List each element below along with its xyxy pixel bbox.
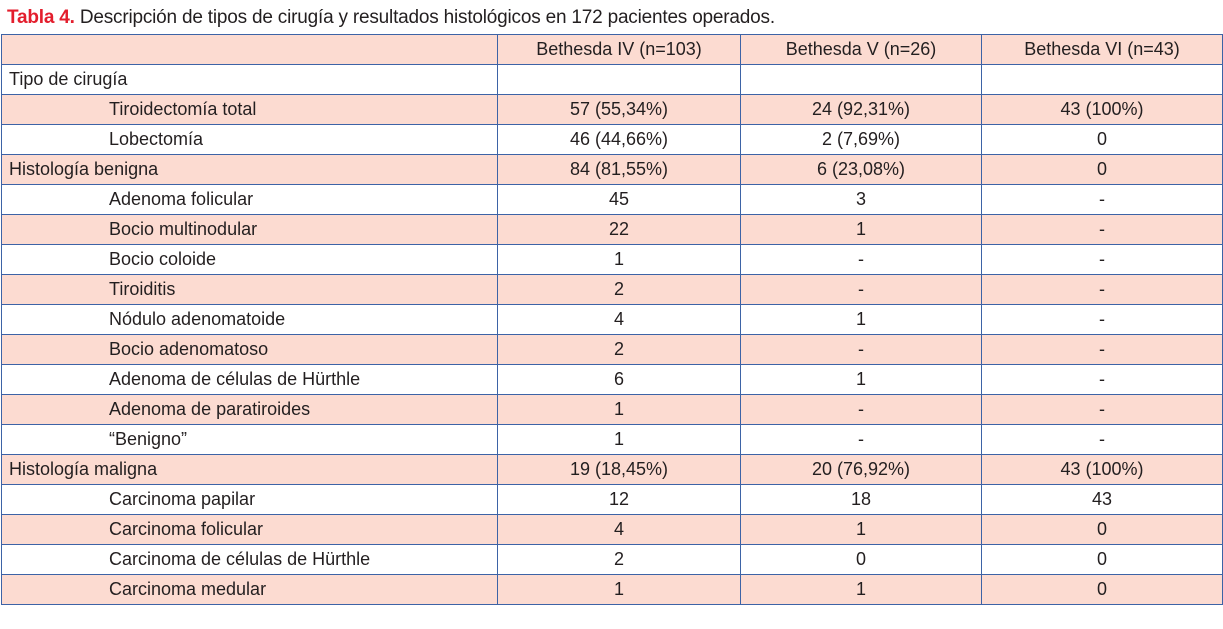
table-row: Adenoma folicular 45 3- bbox=[1, 184, 1223, 215]
cell-bethesda-v: 1 bbox=[740, 514, 982, 545]
cell-bethesda-iv: 1 bbox=[497, 244, 741, 275]
cell-bethesda-iv: 2 bbox=[497, 544, 741, 575]
cell-bethesda-v: - bbox=[740, 274, 982, 305]
subcategory-label: Carcinoma folicular bbox=[1, 514, 498, 545]
subcategory-label: Adenoma folicular bbox=[1, 184, 498, 215]
cell-bethesda-iv: 45 bbox=[497, 184, 741, 215]
table-row: Bocio adenomatoso 2- - bbox=[1, 334, 1223, 365]
table-row: Tiroidectomía total 57 (55,34%) 24 (92,31%… bbox=[1, 94, 1223, 125]
table-row: Bocio coloide 1- - bbox=[1, 244, 1223, 275]
cell-bethesda-vi: 0 bbox=[981, 124, 1223, 155]
cell-bethesda-vi: - bbox=[981, 214, 1223, 245]
cell-bethesda-iv: 19 (18,45%) bbox=[497, 454, 741, 485]
subcategory-label: Bocio coloide bbox=[1, 244, 498, 275]
category-label: Tipo de cirugía bbox=[1, 64, 498, 95]
subcategory-label: Tiroidectomía total bbox=[1, 94, 498, 125]
cell-bethesda-v: 0 bbox=[740, 544, 982, 575]
cell-bethesda-vi: - bbox=[981, 394, 1223, 425]
cell-bethesda-v: 3 bbox=[740, 184, 982, 215]
subcategory-label: Carcinoma papilar bbox=[1, 484, 498, 515]
cell-bethesda-iv: 57 (55,34%) bbox=[497, 94, 741, 125]
subcategory-label: Tiroiditis bbox=[1, 274, 498, 305]
table-row: Tipo de cirugía bbox=[1, 64, 1223, 95]
table-caption: Tabla 4. Descripción de tipos de cirugía… bbox=[7, 6, 775, 30]
subcategory-label: Bocio adenomatoso bbox=[1, 334, 498, 365]
table-row: “Benigno” 1- - bbox=[1, 424, 1223, 455]
results-table: Bethesda IV (n=103) Bethesda V (n=26) Be… bbox=[1, 34, 1223, 605]
cell-bethesda-v: 20 (76,92%) bbox=[740, 454, 982, 485]
cell-bethesda-vi: 0 bbox=[981, 154, 1223, 185]
cell-bethesda-iv: 1 bbox=[497, 574, 741, 605]
cell-bethesda-v: 2 (7,69%) bbox=[740, 124, 982, 155]
table-row: Carcinoma papilar 12 18 43 bbox=[1, 484, 1223, 515]
table-row: Histología maligna 19 (18,45%) 20 (76,92%)… bbox=[1, 454, 1223, 485]
cell-bethesda-v: 1 bbox=[740, 574, 982, 605]
cell-bethesda-iv: 2 bbox=[497, 274, 741, 305]
caption-label: Tabla 4. bbox=[7, 7, 75, 28]
cell-bethesda-vi: 0 bbox=[981, 544, 1223, 575]
table-row: Bocio multinodular 22 1- bbox=[1, 214, 1223, 245]
cell-bethesda-vi: - bbox=[981, 334, 1223, 365]
header-bethesda-iv: Bethesda IV (n=103) bbox=[497, 34, 741, 65]
cell-bethesda-iv: 4 bbox=[497, 514, 741, 545]
cell-bethesda-v: 18 bbox=[740, 484, 982, 515]
table-row: Nódulo adenomatoide 4 1- bbox=[1, 304, 1223, 335]
cell-bethesda-v: 24 (92,31%) bbox=[740, 94, 982, 125]
cell-bethesda-vi: - bbox=[981, 274, 1223, 305]
table-row: Carcinoma folicular 4 1 0 bbox=[1, 514, 1223, 545]
table-row: Adenoma de células de Hürthle 6 1- bbox=[1, 364, 1223, 395]
cell-bethesda-iv: 84 (81,55%) bbox=[497, 154, 741, 185]
cell-bethesda-v: 6 (23,08%) bbox=[740, 154, 982, 185]
table-row: Carcinoma de células de Hürthle 2 0 0 bbox=[1, 544, 1223, 575]
cell-bethesda-iv: 4 bbox=[497, 304, 741, 335]
category-label: Histología benigna bbox=[1, 154, 498, 185]
caption-text: Descripción de tipos de cirugía y result… bbox=[74, 7, 775, 28]
table-row: Tiroiditis 2- - bbox=[1, 274, 1223, 305]
cell-bethesda-iv: 1 bbox=[497, 394, 741, 425]
cell-bethesda-v: - bbox=[740, 244, 982, 275]
header-bethesda-vi: Bethesda VI (n=43) bbox=[981, 34, 1223, 65]
subcategory-label: Carcinoma medular bbox=[1, 574, 498, 605]
cell-bethesda-vi: 0 bbox=[981, 574, 1223, 605]
cell-bethesda-vi: 43 (100%) bbox=[981, 94, 1223, 125]
cell-bethesda-v: - bbox=[740, 424, 982, 455]
cell-bethesda-v: 1 bbox=[740, 364, 982, 395]
subcategory-label: Bocio multinodular bbox=[1, 214, 498, 245]
cell-bethesda-iv: 12 bbox=[497, 484, 741, 515]
subcategory-label: Adenoma de células de Hürthle bbox=[1, 364, 498, 395]
cell-bethesda-iv: 22 bbox=[497, 214, 741, 245]
subcategory-label: Adenoma de paratiroides bbox=[1, 394, 498, 425]
cell-bethesda-vi: 43 bbox=[981, 484, 1223, 515]
cell-bethesda-iv bbox=[497, 64, 741, 95]
cell-bethesda-vi: - bbox=[981, 364, 1223, 395]
subcategory-label: Nódulo adenomatoide bbox=[1, 304, 498, 335]
header-bethesda-v: Bethesda V (n=26) bbox=[740, 34, 982, 65]
cell-bethesda-v: - bbox=[740, 334, 982, 365]
cell-bethesda-vi: 0 bbox=[981, 514, 1223, 545]
subcategory-label: Lobectomía bbox=[1, 124, 498, 155]
cell-bethesda-v: 1 bbox=[740, 214, 982, 245]
cell-bethesda-vi: - bbox=[981, 244, 1223, 275]
cell-bethesda-vi: - bbox=[981, 184, 1223, 215]
header-row: Bethesda IV (n=103) Bethesda V (n=26) Be… bbox=[1, 34, 1223, 65]
subcategory-label: “Benigno” bbox=[1, 424, 498, 455]
subcategory-label: Carcinoma de células de Hürthle bbox=[1, 544, 498, 575]
table-row: Histología benigna 84 (81,55%) 6 (23,08%) 0 bbox=[1, 154, 1223, 185]
cell-bethesda-iv: 6 bbox=[497, 364, 741, 395]
cell-bethesda-v bbox=[740, 64, 982, 95]
cell-bethesda-v: - bbox=[740, 394, 982, 425]
cell-bethesda-v: 1 bbox=[740, 304, 982, 335]
cell-bethesda-vi: 43 (100%) bbox=[981, 454, 1223, 485]
cell-bethesda-vi: - bbox=[981, 424, 1223, 455]
table-row: Carcinoma medular 1 1 0 bbox=[1, 574, 1223, 605]
cell-bethesda-iv: 46 (44,66%) bbox=[497, 124, 741, 155]
category-label: Histología maligna bbox=[1, 454, 498, 485]
header-empty bbox=[1, 34, 498, 65]
cell-bethesda-iv: 2 bbox=[497, 334, 741, 365]
table-row: Adenoma de paratiroides 1- - bbox=[1, 394, 1223, 425]
cell-bethesda-iv: 1 bbox=[497, 424, 741, 455]
cell-bethesda-vi: - bbox=[981, 304, 1223, 335]
cell-bethesda-vi bbox=[981, 64, 1223, 95]
table-row: Lobectomía 46 (44,66%) 2 (7,69%) 0 bbox=[1, 124, 1223, 155]
